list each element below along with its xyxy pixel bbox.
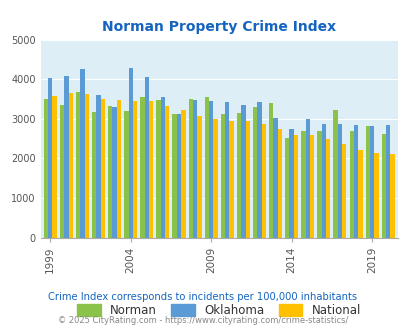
Bar	[305, 119, 309, 238]
Bar	[273, 118, 277, 238]
Bar	[333, 111, 337, 238]
Bar	[197, 116, 201, 238]
Bar	[245, 121, 249, 238]
Bar	[80, 69, 84, 238]
Bar	[341, 144, 345, 238]
Bar	[112, 107, 117, 238]
Bar	[108, 106, 112, 238]
Bar	[60, 105, 64, 238]
Bar	[172, 114, 177, 238]
Text: © 2025 CityRating.com - https://www.cityrating.com/crime-statistics/: © 2025 CityRating.com - https://www.city…	[58, 315, 347, 325]
Bar	[188, 99, 192, 238]
Bar	[309, 135, 313, 238]
Bar	[100, 99, 105, 238]
Bar	[261, 124, 265, 238]
Bar	[96, 95, 100, 238]
Bar	[369, 125, 373, 238]
Bar	[257, 102, 261, 238]
Bar	[317, 131, 321, 238]
Text: Crime Index corresponds to incidents per 100,000 inhabitants: Crime Index corresponds to incidents per…	[48, 292, 357, 302]
Bar	[365, 126, 369, 238]
Bar	[241, 105, 245, 238]
Bar	[64, 76, 68, 238]
Bar	[181, 110, 185, 238]
Bar	[156, 100, 160, 238]
Bar	[385, 125, 390, 238]
Bar	[349, 131, 353, 238]
Bar	[229, 121, 233, 238]
Legend: Norman, Oklahoma, National: Norman, Oklahoma, National	[72, 299, 365, 321]
Bar	[149, 101, 153, 238]
Bar	[284, 138, 289, 238]
Bar	[92, 112, 96, 238]
Bar	[321, 124, 325, 238]
Bar	[204, 97, 209, 238]
Bar	[84, 94, 89, 238]
Bar	[220, 114, 224, 238]
Bar	[277, 129, 281, 238]
Bar	[289, 129, 293, 238]
Bar	[209, 101, 213, 238]
Bar	[68, 93, 72, 238]
Bar	[44, 99, 48, 238]
Title: Norman Property Crime Index: Norman Property Crime Index	[102, 20, 335, 34]
Bar	[325, 139, 330, 238]
Bar	[76, 92, 80, 238]
Bar	[140, 97, 144, 238]
Bar	[236, 113, 241, 238]
Bar	[301, 131, 305, 238]
Bar	[165, 106, 169, 238]
Bar	[390, 154, 394, 238]
Bar	[381, 134, 385, 238]
Bar	[353, 125, 357, 238]
Bar	[373, 153, 378, 238]
Bar	[224, 102, 229, 238]
Bar	[252, 107, 257, 238]
Bar	[117, 100, 121, 238]
Bar	[357, 150, 362, 238]
Bar	[144, 77, 149, 238]
Bar	[269, 103, 273, 238]
Bar	[160, 97, 165, 238]
Bar	[177, 115, 181, 238]
Bar	[293, 135, 297, 238]
Bar	[48, 78, 52, 238]
Bar	[128, 68, 132, 238]
Bar	[337, 124, 341, 238]
Bar	[213, 119, 217, 238]
Bar	[192, 100, 197, 238]
Bar	[124, 111, 128, 238]
Bar	[52, 96, 57, 238]
Bar	[132, 101, 137, 238]
